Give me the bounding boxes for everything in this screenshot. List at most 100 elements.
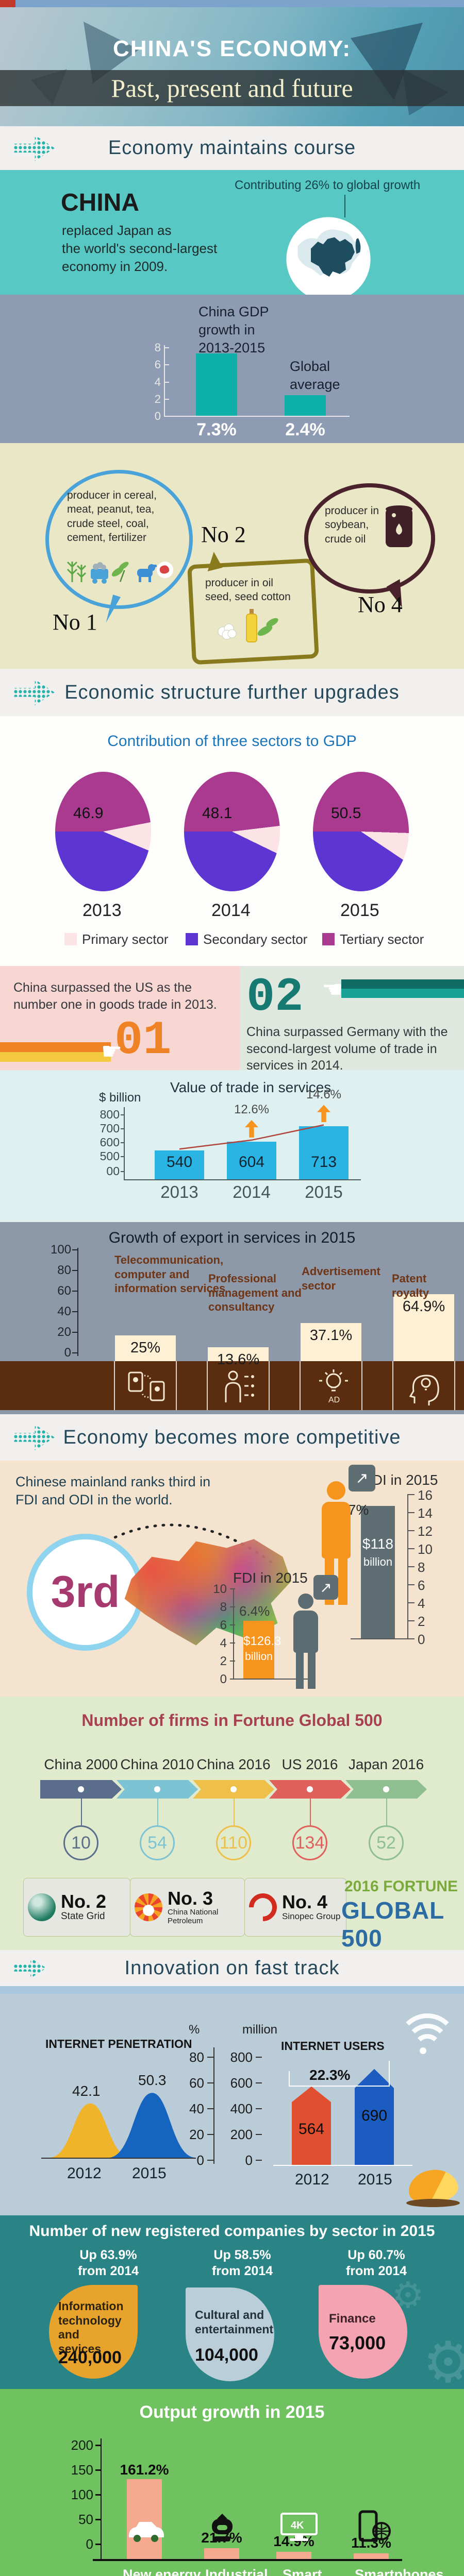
- x-tick: 2015: [305, 1182, 343, 1201]
- chart-element: [407, 1566, 415, 1567]
- chart-element: [95, 2494, 101, 2496]
- penetration-title: INTERNET PENETRATION: [45, 2037, 192, 2050]
- x-tick: 2015: [358, 2171, 392, 2188]
- y-tick: 10: [418, 1541, 433, 1557]
- oilseed-cotton-icons: [211, 607, 294, 647]
- chart-element: [454, 1361, 455, 1410]
- x-tick: 2013: [160, 1182, 198, 1201]
- bar: [204, 2548, 239, 2559]
- x-tick: 2014: [233, 1182, 271, 1201]
- hero-subtitle-band: [0, 70, 464, 106]
- bubble-4-text: producer in soybean, crude oil: [325, 505, 379, 545]
- bar-value: 604: [238, 1154, 265, 1171]
- output-growth-section: Output growth in 2015 200 150 100 50 0 161.2%…: [0, 2389, 464, 2576]
- bar-value: 14.9%: [273, 2533, 314, 2549]
- fdi-lead-text: Chinese mainland ranks third in FDI and …: [15, 1474, 211, 1508]
- chart-element: [392, 1361, 393, 1410]
- rank-01: 01: [114, 1013, 172, 1067]
- gdp-global-label: Global average: [290, 359, 340, 393]
- bar-value: 564: [298, 2120, 325, 2138]
- y-tick: 8: [418, 1560, 425, 1575]
- chart-element: [256, 2082, 262, 2083]
- bar: [299, 1126, 349, 1179]
- chart-element: [230, 1786, 237, 1792]
- chart-element: [95, 2445, 101, 2446]
- chart-element: [407, 1548, 415, 1549]
- y-tick: 2: [220, 1654, 227, 1668]
- y-tick: 12: [418, 1523, 433, 1539]
- y-tick: 0: [196, 2153, 204, 2168]
- export-chart-title: Growth of export in services in 2015: [108, 1229, 356, 1246]
- chart-element: [164, 347, 169, 349]
- data-label: 42.1: [72, 2082, 101, 2099]
- pen-unit: %: [189, 2023, 200, 2037]
- devices-icon: [127, 1370, 168, 1405]
- dotted-arrow-icon: [13, 1958, 46, 1978]
- hero-subtitle: Past, present and future: [111, 74, 353, 103]
- chart-element: [230, 1642, 235, 1643]
- y-tick: 50: [78, 2512, 93, 2527]
- dotted-arrow-icon: [13, 135, 55, 161]
- chart-element: [213, 2047, 214, 2164]
- chart-element: [207, 2160, 213, 2161]
- company-rank: No. 3: [168, 1888, 213, 1909]
- y-tick: 00: [106, 1164, 120, 1178]
- bar-value: $118: [362, 1535, 394, 1552]
- speech-bubble-1: [45, 470, 193, 609]
- chart-element: [121, 1142, 125, 1143]
- chart-element: [256, 2160, 262, 2161]
- chart-element: [361, 1361, 362, 1410]
- timeline-label: US 2016: [281, 1756, 338, 1772]
- chart-element: [164, 381, 169, 383]
- cnpc-logo: [135, 1893, 162, 1921]
- chart-element: [207, 2134, 213, 2135]
- chart-element: [72, 1332, 77, 1333]
- arrow-stripe-orange: [0, 1042, 111, 1052]
- pie-value-2014: 48.1: [202, 805, 233, 822]
- bar-value: 11.3%: [351, 2535, 391, 2551]
- timeline-value: 134: [292, 1825, 327, 1860]
- users-title: INTERNET USERS: [281, 2039, 385, 2053]
- company-name: State Grid: [61, 1911, 105, 1922]
- bar: [354, 2553, 389, 2559]
- x-tick: 2012: [67, 2165, 102, 2182]
- timeline-label: China 2010: [120, 1756, 194, 1772]
- y-tick: 2: [418, 1614, 425, 1629]
- sectors-pie-section: Contribution of three sectors to GDP 46.…: [0, 716, 464, 966]
- arrow-stripe-teal-dark: [341, 979, 464, 989]
- gdp-chart-label: China GDP growth in 2013-2015: [198, 304, 269, 356]
- bubble-1-text: producer in cereal, meat, peanut, tea, c…: [67, 489, 157, 544]
- consultant-icon: [222, 1369, 258, 1406]
- y-tick: 0: [245, 2153, 253, 2168]
- chart-element: [93, 2559, 402, 2561]
- pie-2013: [55, 772, 151, 891]
- legend-swatch-secondary: [186, 933, 198, 945]
- chart-element: [95, 2519, 101, 2520]
- chart-element: [289, 2086, 390, 2087]
- chart-element: [121, 1156, 125, 1157]
- bubble-2-text: producer in oil seed, seed cotton: [205, 577, 291, 603]
- section-title: Economy becomes more competitive: [63, 1426, 401, 1448]
- y-tick: 600: [230, 2075, 253, 2091]
- timeline-label: China 2000: [44, 1756, 118, 1772]
- chart-element: [386, 1799, 387, 1825]
- pie-year-2013: 2013: [82, 901, 122, 920]
- services-trade-text: China surpassed Germany with the second-…: [246, 1025, 448, 1070]
- chart-element: [300, 1361, 301, 1410]
- trade-chart-unit: $ billion: [99, 1091, 141, 1105]
- company-card-sinopec: No. 4 Sinopec Group: [243, 1878, 346, 1937]
- bar: [115, 1335, 176, 1361]
- goods-trade-text: China surpassed the US as the number one…: [13, 980, 217, 1012]
- bar: [355, 2069, 394, 2165]
- pointer-line: [344, 195, 345, 217]
- hero: CHINA'S ECONOMY: Past, present and futur…: [0, 7, 464, 126]
- y-tick: 0: [418, 1632, 425, 1647]
- chart-element: [256, 2108, 262, 2109]
- chart-element: [124, 1179, 361, 1180]
- y-tick: 600: [100, 1136, 120, 1149]
- fdi-person-icon: [289, 1594, 325, 1689]
- y-tick: 10: [213, 1582, 227, 1596]
- export-label-3: Advertisement sector: [302, 1265, 380, 1292]
- fortune-timeline: China 2000 10 China 2010 54 China 2016 110 US …: [0, 1753, 464, 1867]
- y-tick: 4: [220, 1636, 227, 1650]
